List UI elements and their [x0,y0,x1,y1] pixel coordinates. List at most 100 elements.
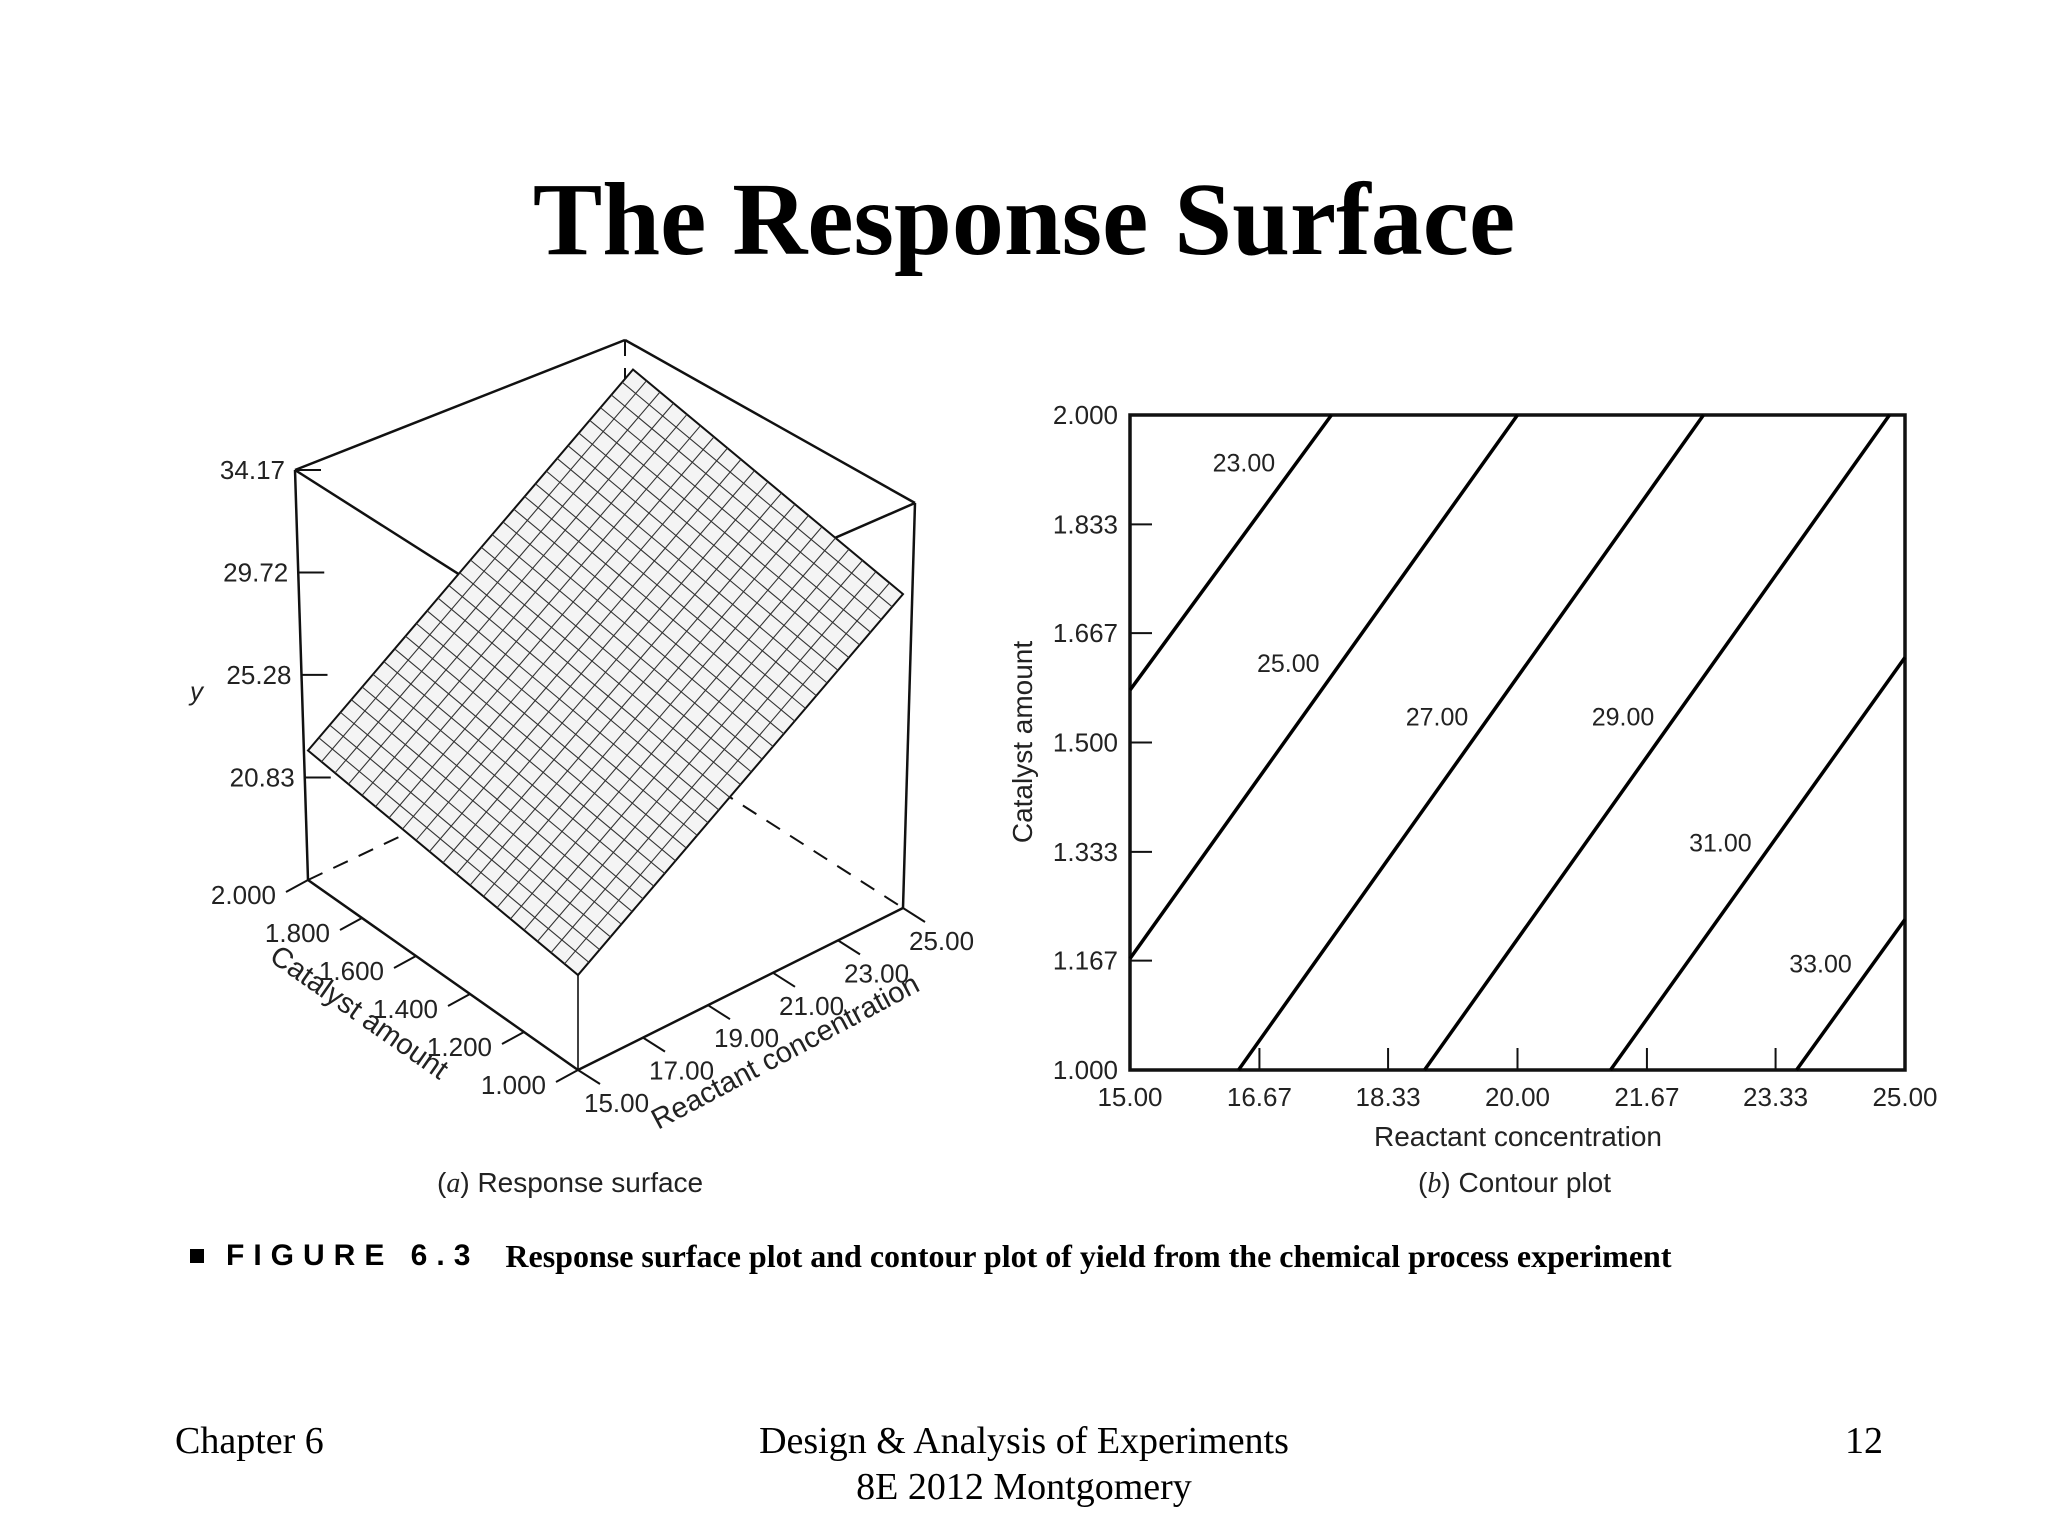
footer-book: Design & Analysis of Experiments 8E 2012… [524,1418,1524,1510]
reactant-tick-mark [837,939,861,956]
surface-mesh-line [600,407,871,633]
z-tick-label: 29.72 [223,558,288,588]
surface-mesh-line [524,496,796,722]
contour-y-tick-label: 1.667 [1053,618,1118,648]
contour-y-tick-label: 2.000 [1053,400,1118,430]
contour-y-tick-label: 1.500 [1053,728,1118,758]
reactant-tick-label: 15.00 [584,1088,649,1118]
box-edge [307,878,579,1072]
contour-x-tick-label: 16.67 [1227,1082,1292,1112]
surface-mesh-line [491,534,763,760]
catalyst-tick-label: 1.200 [427,1032,492,1062]
catalyst-tick-mark [501,1031,525,1045]
surface-mesh-line [318,737,590,963]
catalyst-axis: 1.000 1.200 1.400 1.600 1.800 2.000 [211,879,579,1100]
catalyst-tick-mark [447,993,471,1007]
surface-mesh-line [372,673,644,900]
surface-mesh-line [480,546,752,773]
z-tick-label: 34.17 [220,455,285,485]
surface-mesh-line [329,724,601,951]
reactant-tick-mark [902,907,926,923]
surface-mesh-line [535,483,806,709]
contour-x-tick-label: 23.33 [1743,1082,1808,1112]
contour-y-tick-label: 1.333 [1053,837,1118,867]
caption-label: FIGURE 6.3 [226,1239,480,1272]
contour-x-axis: 15.00 16.67 18.33 20.00 21.67 23.33 25.00 [1097,1048,1938,1112]
contour-y-axis: 1.000 1.167 1.333 1.500 1.667 1.833 2.000 [1053,400,1152,1085]
surface-mesh-line [470,559,741,785]
contour-x-tick-label: 20.00 [1485,1082,1550,1112]
box-edge [901,502,917,909]
contour-line [1609,656,1907,1072]
contour-level-label: 25.00 [1257,650,1320,678]
contour-x-tick-label: 25.00 [1872,1082,1937,1112]
surface-mesh-line [578,432,850,659]
surface-mesh-line [502,521,774,747]
reactant-tick-label: 25.00 [909,926,974,956]
contour-level-label: 33.00 [1789,951,1852,979]
catalyst-tick-label: 1.400 [373,994,438,1024]
slide-title: The Response Surface [532,162,1516,277]
box-edge [294,338,626,472]
contour-line [1423,413,1891,1072]
catalyst-tick-mark [393,955,417,969]
contour-line [1128,413,1333,692]
contour-x-tick-label: 18.33 [1356,1082,1421,1112]
contour-line [1237,413,1705,1072]
z-axis: 34.17 29.72 25.28 20.83 [220,455,331,792]
contour-y-tick-label: 1.833 [1053,509,1118,539]
surface-mesh-line [545,470,817,697]
caption-text: Response surface plot and contour plot o… [505,1237,1672,1274]
surface-mesh-line [340,711,611,938]
contour-level-label: 27.00 [1406,703,1469,731]
contour-y-axis-label: Catalyst amount [1007,641,1038,844]
reactant-tick-label: 17.00 [649,1056,714,1086]
surface-mesh-line [448,584,720,811]
catalyst-tick-label: 1.600 [319,956,384,986]
contour-x-tick-label: 21.67 [1614,1082,1679,1112]
box-edge [624,338,916,505]
reactant-tick-mark [577,1069,601,1085]
box-edge [577,906,904,1072]
figure-caption: FIGURE 6.3 Response surface plot and con… [190,1236,1671,1276]
surface-mesh-line [415,623,687,849]
reactant-tick-mark [772,971,796,988]
contour-level-label: 29.00 [1592,703,1655,731]
surface-mesh-line [350,699,622,925]
surface-mesh-line [437,597,709,824]
contour-level-label: 23.00 [1213,450,1276,478]
surface-mesh-line [383,661,655,887]
catalyst-tick-label: 2.000 [211,880,276,910]
surface-mesh-line [394,648,666,874]
reactant-tick-label: 19.00 [714,1023,779,1053]
contour-x-tick-label: 15.00 [1097,1082,1162,1112]
catalyst-tick-mark [285,879,309,893]
catalyst-tick-mark [555,1069,579,1083]
footer-book-edition: 8E 2012 Montgomery [856,1466,1192,1508]
reactant-tick-mark [642,1036,666,1053]
contour-subtitle: (b) Contour plot [1418,1167,1611,1199]
footer-chapter: Chapter 6 [175,1420,324,1462]
footer-book-title: Design & Analysis of Experiments [759,1420,1289,1462]
footer-page-number: 12 [1845,1420,1883,1462]
surface-mesh-line [621,381,893,608]
surface-mesh-line [610,394,882,620]
catalyst-tick-mark [339,917,363,931]
surface-mesh-line [513,508,785,735]
contour-x-axis-label: Reactant concentration [1374,1121,1662,1152]
surface-mesh-line [556,457,828,684]
catalyst-tick-label: 1.000 [481,1070,546,1100]
reactant-tick-mark [707,1004,731,1021]
contour-plot: 23.00 25.00 27.00 29.00 31.00 33.00 15.00 16.6… [1007,400,1938,1199]
reactant-tick-label: 23.00 [844,958,909,988]
surface-subtitle: (a) Response surface [437,1167,703,1199]
z-tick-label: 20.83 [230,762,295,792]
contour-level-label: 31.00 [1689,829,1752,857]
contour-y-tick-label: 1.000 [1053,1055,1118,1085]
surface-mesh-line [567,445,839,671]
surface-mesh-line [405,635,676,862]
z-axis-label: y [188,676,205,706]
